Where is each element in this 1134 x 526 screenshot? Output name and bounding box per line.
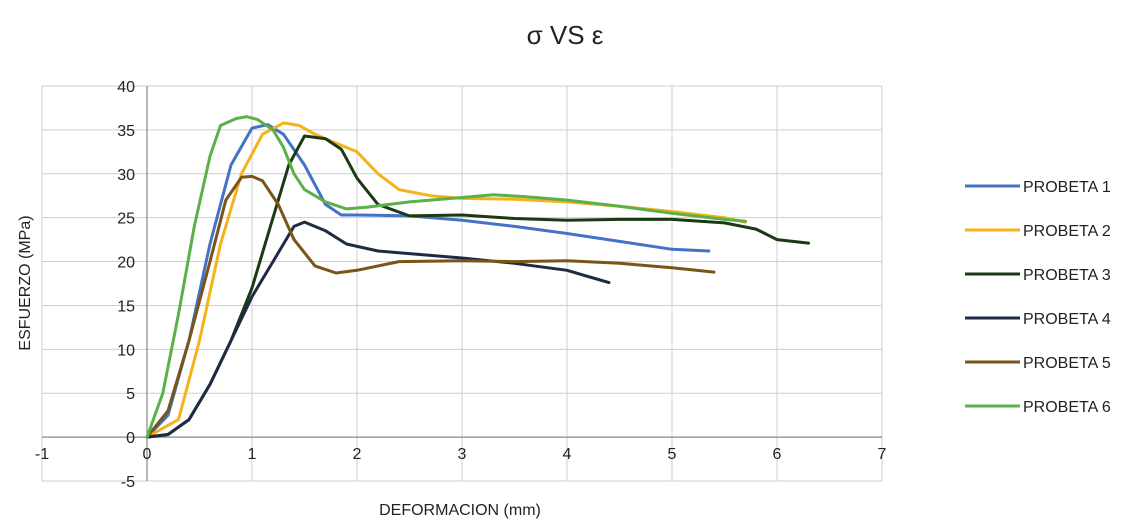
series-layer — [145, 115, 810, 439]
x-tick-label: 1 — [248, 446, 257, 463]
y-tick-label: 15 — [117, 298, 135, 315]
x-tick-label: 4 — [563, 446, 572, 463]
x-axis-title: DEFORMACION (mm) — [379, 502, 541, 519]
x-tick-label: 7 — [878, 446, 887, 463]
x-tick-label: 5 — [668, 446, 677, 463]
y-tick-label: 5 — [126, 386, 135, 403]
series-line-probeta-5 — [145, 174, 716, 439]
legend-label: PROBETA 6 — [1023, 399, 1111, 416]
legend: PROBETA 1 PROBETA 2 PROBETA 3 PROBETA 4 PROB… — [965, 179, 1111, 416]
x-tick-labels: -1 0 1 2 3 4 5 6 7 — [35, 446, 887, 463]
legend-label: PROBETA 2 — [1023, 223, 1111, 240]
grid — [41, 85, 883, 482]
x-tick-label: -1 — [35, 446, 49, 463]
series-line-probeta-4 — [145, 220, 611, 439]
zero-axes — [42, 86, 882, 481]
series-line-probeta-2 — [145, 121, 747, 439]
y-tick-label: 10 — [117, 342, 135, 359]
y-tick-label: 30 — [117, 167, 135, 184]
series-line-probeta-1 — [145, 123, 711, 439]
y-axis-title: ESFUERZO (MPa) — [17, 215, 34, 350]
y-tick-label: 40 — [117, 79, 135, 96]
y-tick-label: 35 — [117, 123, 135, 140]
x-tick-label: 3 — [458, 446, 467, 463]
y-tick-label: -5 — [121, 474, 135, 491]
legend-label: PROBETA 5 — [1023, 355, 1111, 372]
x-tick-label: 6 — [773, 446, 782, 463]
chart-title: σ VS ε — [527, 20, 604, 50]
x-tick-label: 2 — [353, 446, 362, 463]
y-tick-label: 0 — [126, 430, 135, 447]
y-tick-label: 25 — [117, 211, 135, 228]
legend-label: PROBETA 4 — [1023, 311, 1111, 328]
legend-label: PROBETA 1 — [1023, 179, 1111, 196]
x-tick-label: 0 — [143, 446, 152, 463]
series-line-probeta-3 — [145, 134, 810, 439]
series-line-probeta-6 — [145, 115, 747, 439]
y-tick-label: 20 — [117, 255, 135, 272]
y-tick-labels: -5 0 5 10 15 20 25 30 35 40 — [117, 79, 135, 491]
legend-label: PROBETA 3 — [1023, 267, 1111, 284]
